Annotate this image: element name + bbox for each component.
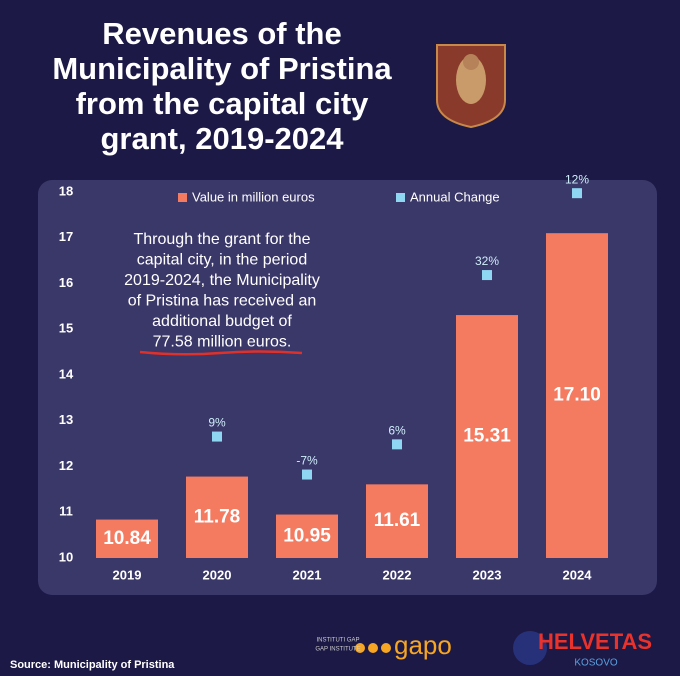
gap-small: GAP INSTITUTE [315, 647, 360, 653]
gap-logo-dots [355, 643, 391, 653]
change-label: 9% [208, 416, 226, 430]
bar-value-label: 11.61 [374, 510, 421, 531]
legend-label: Annual Change [410, 189, 500, 204]
y-tick-label: 16 [59, 275, 73, 290]
legend-label: Value in million euros [192, 189, 315, 204]
annotation: of Pristina has received an [128, 293, 317, 310]
annotation: 2019-2024, the Municipality [124, 272, 320, 289]
annotation: capital city, in the period [137, 252, 307, 269]
bar [456, 315, 518, 558]
y-tick-label: 12 [59, 458, 73, 473]
y-tick-label: 13 [59, 412, 73, 427]
bar [186, 476, 248, 558]
change-label: 12% [565, 172, 589, 186]
gap-small: INSTITUTI GAP [316, 638, 359, 644]
legend-swatch [178, 193, 187, 202]
bar-value-label: 10.84 [103, 528, 151, 549]
helvetas-logo: HELVETAS [538, 629, 652, 654]
bar [546, 233, 608, 559]
legend-swatch [396, 193, 405, 202]
change-label: 32% [475, 254, 499, 268]
bar-value-label: 17.10 [553, 385, 601, 406]
change-marker [302, 469, 312, 480]
chart-title: from the capital city [76, 86, 370, 121]
change-label: -7% [296, 454, 318, 468]
y-tick-label: 11 [59, 504, 73, 519]
underline [139, 350, 303, 356]
x-tick-label: 2019 [113, 567, 142, 582]
bar-value-label: 15.31 [463, 426, 511, 447]
change-marker [392, 439, 402, 450]
annotation: additional budget of [152, 313, 292, 330]
bar-value-label: 11.78 [194, 506, 241, 527]
y-tick-label: 10 [59, 549, 73, 564]
chart-title: Municipality of Pristina [52, 51, 392, 86]
y-tick-label: 15 [59, 321, 73, 336]
y-tick-label: 17 [59, 229, 73, 244]
bar [276, 514, 338, 558]
annotation: 77.58 million euros. [153, 334, 292, 351]
x-tick-label: 2023 [473, 567, 502, 582]
bar [96, 519, 158, 558]
change-marker [212, 431, 222, 442]
gap-logo: gapo [394, 630, 452, 660]
source: Source: Municipality of Pristina [10, 659, 175, 671]
change-label: 6% [388, 424, 406, 438]
change-marker [572, 188, 582, 199]
bar [366, 484, 428, 558]
x-tick-label: 2021 [293, 567, 322, 582]
change-marker [482, 270, 492, 281]
chart-title: grant, 2019-2024 [101, 121, 345, 156]
helvetas-globe [513, 631, 547, 665]
helvetas-sub: KOSOVO [574, 658, 618, 669]
x-tick-label: 2022 [383, 567, 412, 582]
emblem [436, 44, 506, 129]
y-tick-label: 14 [59, 366, 74, 381]
x-tick-label: 2020 [203, 567, 232, 582]
chart-title: Revenues of the [102, 16, 341, 51]
annotation: Through the grant for the [134, 231, 311, 248]
bar-value-label: 10.95 [283, 525, 331, 546]
y-tick-label: 18 [59, 183, 73, 198]
x-tick-label: 2024 [563, 567, 593, 582]
